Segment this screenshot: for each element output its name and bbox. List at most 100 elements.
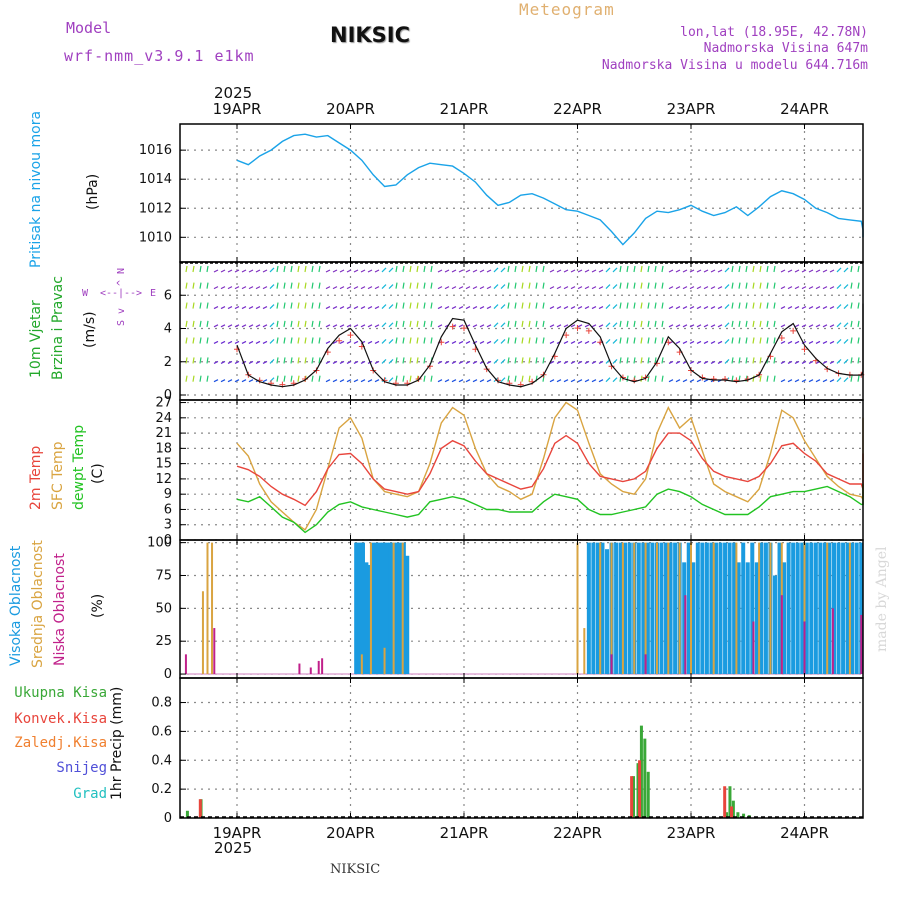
wind-barb bbox=[801, 286, 807, 290]
wind-barb bbox=[290, 282, 293, 289]
mid-cloud-bar bbox=[206, 542, 209, 675]
wind-barb bbox=[227, 286, 233, 290]
wind-barb bbox=[360, 379, 366, 383]
high-cloud-bar bbox=[636, 542, 641, 675]
wind-barb bbox=[829, 340, 835, 345]
wind-barb bbox=[654, 337, 657, 344]
wind-barb bbox=[752, 282, 755, 289]
wind-barb bbox=[752, 357, 755, 364]
wind-barb bbox=[451, 340, 457, 345]
legend-convective-rain: Konvek.Kisa bbox=[14, 711, 107, 727]
altitude-label: Nadmorska Visina 647m bbox=[703, 41, 868, 56]
wind-barb bbox=[815, 269, 821, 273]
wind-barb bbox=[710, 324, 716, 328]
wind-barb bbox=[332, 286, 338, 290]
wind-barb bbox=[388, 267, 394, 273]
high-cloud-bar bbox=[818, 542, 823, 675]
wind-barb bbox=[626, 337, 629, 344]
mid-cloud-bar bbox=[690, 542, 692, 675]
wind-barb bbox=[479, 340, 485, 345]
wind-barb bbox=[815, 340, 821, 345]
wind-barb bbox=[318, 320, 321, 327]
wind-barb bbox=[647, 357, 650, 364]
legend-snow: Snijeg bbox=[56, 760, 107, 776]
y-tick-label: 1016 bbox=[139, 143, 172, 158]
x-tick-label-top: 20APR bbox=[326, 100, 375, 118]
high-cloud-bar bbox=[704, 542, 709, 675]
wind-barb bbox=[703, 360, 709, 364]
wind-barb bbox=[269, 322, 275, 328]
y-tick-label: 9 bbox=[164, 487, 172, 502]
wind-barb bbox=[738, 302, 741, 309]
wind-barb bbox=[479, 379, 485, 383]
wind-barb bbox=[773, 337, 776, 344]
wind-barb bbox=[451, 379, 457, 383]
wind-barb bbox=[227, 340, 233, 345]
wind-barb bbox=[493, 304, 499, 309]
wind-barb bbox=[682, 379, 688, 383]
wind-barb bbox=[192, 265, 195, 273]
high-cloud-bar bbox=[650, 542, 655, 675]
wind-barb bbox=[339, 306, 345, 310]
high-cloud-bar bbox=[645, 542, 650, 675]
wind-barb bbox=[500, 267, 506, 273]
wind-barb bbox=[521, 282, 524, 289]
wind-barb bbox=[773, 320, 776, 327]
wind-barb bbox=[290, 265, 293, 273]
wind-barb bbox=[346, 324, 352, 328]
wind-barb bbox=[829, 286, 835, 290]
total-precip-bar bbox=[728, 786, 732, 818]
wind-barb bbox=[472, 269, 478, 273]
wind-barb bbox=[857, 357, 860, 364]
wind-barb bbox=[780, 324, 786, 328]
wind-barb bbox=[269, 339, 275, 344]
wind-barb bbox=[633, 282, 636, 289]
wind-barb bbox=[654, 375, 657, 382]
y-tick-label: 24 bbox=[155, 411, 172, 426]
compass-right-arrow: -> bbox=[130, 288, 143, 299]
total-precip-bar bbox=[643, 738, 647, 818]
wind-barb bbox=[346, 379, 352, 383]
wind-barb bbox=[724, 322, 730, 328]
wind-barb bbox=[486, 340, 492, 345]
wind-barb bbox=[808, 379, 814, 383]
wind-barb bbox=[815, 379, 821, 383]
high-cloud-bar bbox=[786, 542, 791, 675]
gust-marker bbox=[801, 346, 808, 353]
low-cloud-bar bbox=[803, 621, 806, 675]
high-cloud-bar bbox=[800, 542, 805, 675]
gust-marker bbox=[710, 375, 717, 382]
wind-barb bbox=[500, 284, 506, 290]
wind-barb bbox=[829, 306, 835, 310]
mid-cloud-bar bbox=[383, 647, 386, 675]
wind-barb bbox=[577, 324, 583, 328]
wind-barb bbox=[339, 340, 345, 345]
wind-barb bbox=[234, 360, 240, 364]
wind-barb bbox=[556, 306, 562, 310]
high-cloud-bar bbox=[763, 542, 768, 675]
wind-barb bbox=[801, 324, 807, 328]
wind-barb bbox=[437, 324, 443, 328]
wind-barb bbox=[276, 302, 279, 309]
wind-barb bbox=[213, 379, 219, 383]
wind-barb bbox=[423, 302, 426, 309]
year-top: 2025 bbox=[214, 84, 253, 102]
y-tick-label: 1010 bbox=[139, 230, 172, 245]
wind-barb bbox=[584, 340, 590, 345]
wind-barb bbox=[402, 302, 405, 309]
station-title: NIKSIC bbox=[330, 23, 411, 47]
wind-barb bbox=[661, 320, 664, 327]
wind-barb bbox=[808, 360, 814, 364]
mid-cloud-bar bbox=[826, 542, 829, 675]
wind-barb bbox=[675, 286, 681, 290]
wind-barb bbox=[283, 320, 286, 327]
wind-barb bbox=[486, 269, 492, 273]
mid-cloud-bar bbox=[769, 542, 772, 675]
wind-barb bbox=[381, 284, 387, 290]
wind-barb bbox=[668, 360, 674, 364]
wind-barb bbox=[304, 282, 307, 289]
wind-barb bbox=[570, 379, 576, 383]
mid-cloud-bar bbox=[401, 542, 404, 675]
wind-barb bbox=[479, 286, 485, 290]
cloud-unit: (%) bbox=[90, 593, 106, 618]
